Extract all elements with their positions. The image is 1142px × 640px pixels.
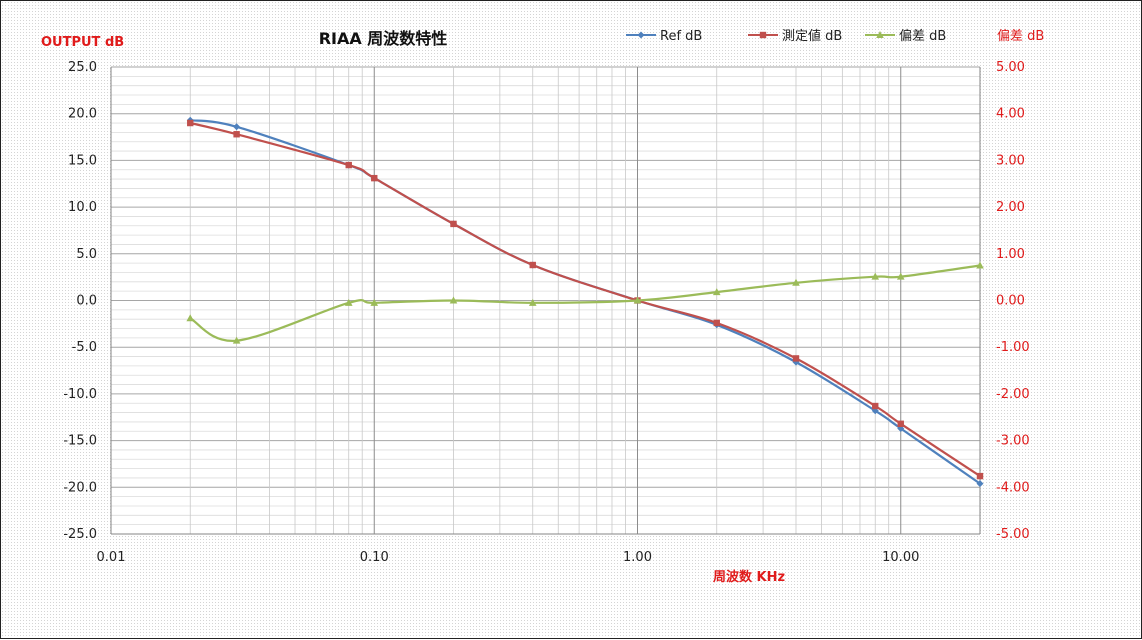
legend-marker-deviation xyxy=(876,31,884,38)
legend: Ref dB 測定値 dB 偏差 dB xyxy=(626,28,946,44)
legend-label-ref: Ref dB xyxy=(660,29,702,44)
data-point-deviation xyxy=(712,288,721,296)
data-point-deviation xyxy=(896,272,905,280)
chart-title: RIAA 周波数特性 xyxy=(319,29,448,48)
y2-tick-label: -2.00 xyxy=(996,387,1030,402)
legend-label-measured: 測定値 dB xyxy=(782,28,842,44)
y2-tick-label: 0.00 xyxy=(996,294,1025,309)
axes-layer: 25.0 20.0 15.0 10.0 5.0 0.0 -5.0 -10.0 -15.0 -20.… xyxy=(63,60,1029,565)
data-point-deviation xyxy=(370,298,379,306)
legend-marker-ref xyxy=(637,31,645,39)
x-tick-label: 1.00 xyxy=(623,550,652,565)
data-point-ref xyxy=(233,123,241,131)
data-point-deviation xyxy=(792,278,800,286)
x-tick-label: 10.00 xyxy=(882,550,919,565)
y-tick-label: 15.0 xyxy=(68,153,97,168)
series-layer xyxy=(186,116,984,488)
y-tick-label: -25.0 xyxy=(63,527,97,542)
y-tick-label: 25.0 xyxy=(68,60,97,75)
y-tick-label: 20.0 xyxy=(68,107,97,122)
data-point-measured xyxy=(529,261,536,269)
data-point-measured xyxy=(371,174,378,182)
x-axis-label: 周波数 KHz xyxy=(713,569,785,585)
data-point-deviation xyxy=(186,314,195,322)
y2-tick-label: -4.00 xyxy=(996,480,1030,495)
y-tick-label: 10.0 xyxy=(68,200,97,215)
legend-label-deviation: 偏差 dB xyxy=(899,29,946,44)
y-tick-label: 0.0 xyxy=(76,294,97,309)
y-tick-label: 5.0 xyxy=(76,247,97,262)
data-point-measured xyxy=(187,119,194,127)
legend-marker-measured xyxy=(759,31,767,39)
y-tick-label: -15.0 xyxy=(63,434,97,449)
data-point-measured xyxy=(872,402,879,410)
data-point-deviation xyxy=(449,296,458,304)
y2-tick-label: 2.00 xyxy=(996,200,1025,215)
data-point-measured xyxy=(976,472,984,480)
data-point-deviation xyxy=(232,336,241,344)
y-tick-label: -20.0 xyxy=(63,480,97,495)
data-point-deviation xyxy=(344,298,353,306)
y-axis-label: OUTPUT dB xyxy=(41,35,124,50)
y2-tick-label: 4.00 xyxy=(996,107,1025,122)
data-point-measured xyxy=(345,161,352,169)
data-point-measured xyxy=(792,355,800,362)
data-point-measured xyxy=(713,319,720,327)
data-point-measured xyxy=(233,131,240,138)
grid-layer xyxy=(110,66,981,535)
x-tick-label: 0.10 xyxy=(360,550,389,565)
y2-tick-label: -3.00 xyxy=(996,434,1030,449)
y2-tick-label: 3.00 xyxy=(996,153,1025,168)
y-tick-label: -10.0 xyxy=(63,387,97,402)
data-point-measured xyxy=(450,220,457,228)
data-point-deviation xyxy=(633,296,642,304)
data-point-deviation xyxy=(871,272,880,280)
y2-tick-label: -5.00 xyxy=(996,527,1030,542)
data-point-measured xyxy=(897,420,904,427)
y2-tick-label: -1.00 xyxy=(996,340,1030,355)
data-point-deviation xyxy=(976,261,984,269)
data-point-ref xyxy=(976,480,984,488)
y2-tick-label: 1.00 xyxy=(996,247,1025,262)
x-tick-label: 0.01 xyxy=(97,550,126,565)
y-tick-label: -5.0 xyxy=(72,340,97,355)
y2-tick-label: 5.00 xyxy=(996,60,1025,75)
y2-axis-label: 偏差 dB xyxy=(997,29,1044,44)
data-point-deviation xyxy=(528,298,537,306)
